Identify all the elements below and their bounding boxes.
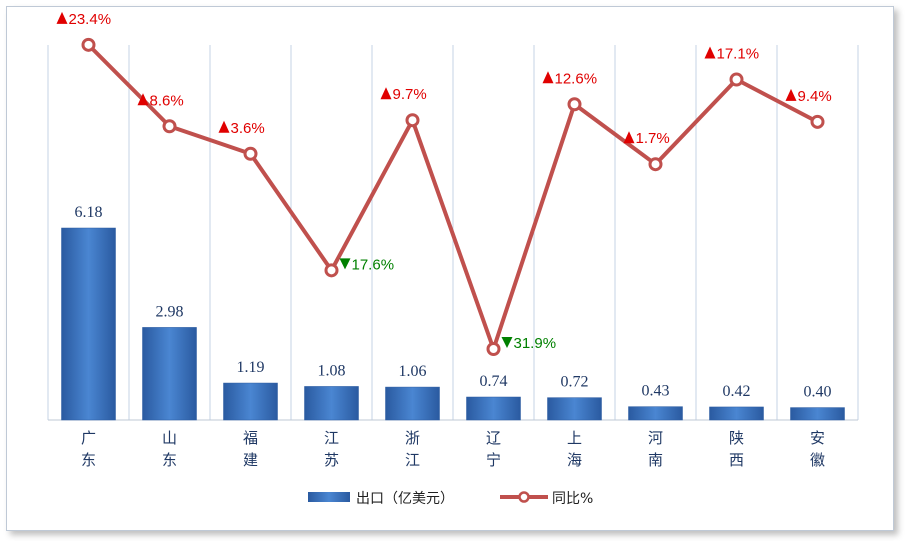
bar-value-label: 0.43 <box>642 383 670 400</box>
line-point-辽宁 <box>486 342 501 356</box>
pct-label: 12.6% <box>542 70 598 87</box>
category-label: 辽宁 <box>486 429 501 469</box>
up-triangle-icon <box>704 46 716 59</box>
pct-value: 17.1% <box>717 46 760 63</box>
pct-value: 8.6% <box>150 92 184 109</box>
line-series <box>81 37 825 356</box>
category-label: 安徽 <box>810 429 825 469</box>
line-point-上海 <box>567 97 582 112</box>
category-label: 江苏 <box>324 429 339 469</box>
bar-河南 <box>628 406 683 421</box>
pct-label: 3.6% <box>218 120 265 137</box>
line-point-福建 <box>243 146 258 161</box>
pct-label: 17.6% <box>339 256 395 273</box>
pct-label: 9.7% <box>380 86 427 103</box>
category-label: 上海 <box>567 429 582 469</box>
bars <box>61 227 845 421</box>
up-triangle-icon <box>542 71 554 84</box>
bar-value-label: 0.40 <box>804 384 832 401</box>
bar-上海 <box>547 397 602 421</box>
line-point-陕西 <box>729 72 744 87</box>
up-triangle-icon <box>56 11 68 24</box>
pct-label: 17.1% <box>704 46 760 63</box>
pct-value: 3.6% <box>231 120 265 137</box>
up-triangle-icon <box>218 120 230 133</box>
legend: 出口（亿美元） 同比% <box>308 491 593 507</box>
category-label: 广东 <box>81 429 96 469</box>
legend-line-label: 同比% <box>552 491 593 507</box>
pct-labels: 23.4% 8.6% 3.6% 17.6% 9.7% 31.9% 12.6% 1.7% 17.1… <box>56 11 832 352</box>
bar-浙江 <box>385 386 440 421</box>
line-path <box>87 43 819 351</box>
bar-福建 <box>223 382 278 421</box>
bar-value-label: 0.74 <box>480 373 508 390</box>
gridlines <box>47 45 859 420</box>
line-point-山东 <box>162 119 177 134</box>
bar-value-label: 1.08 <box>318 362 346 379</box>
pct-value: 17.6% <box>352 256 395 273</box>
bar-山东 <box>142 327 197 421</box>
category-label: 福建 <box>243 429 258 469</box>
bar-value-label: 1.19 <box>237 359 265 376</box>
chart-frame <box>6 6 894 531</box>
line-point-安徽 <box>810 114 825 129</box>
line-point-河南 <box>648 157 663 172</box>
pct-label: 23.4% <box>56 11 112 28</box>
pct-value: 12.6% <box>555 70 598 87</box>
bar-辽宁 <box>466 396 521 421</box>
category-label: 浙江 <box>405 429 420 469</box>
category-label: 山东 <box>162 429 177 469</box>
down-triangle-icon <box>501 337 513 348</box>
bar-value-label: 6.18 <box>75 204 103 221</box>
pct-label: 1.7% <box>623 130 670 147</box>
bar-陕西 <box>709 406 764 421</box>
line-point-广东 <box>81 37 96 52</box>
category-label: 河南 <box>648 429 663 469</box>
legend-bar-swatch <box>308 492 350 502</box>
pct-label: 9.4% <box>785 88 832 105</box>
bar-安徽 <box>790 407 845 421</box>
legend-line-marker <box>518 491 530 503</box>
bar-广东 <box>61 227 116 421</box>
pct-value: 9.4% <box>798 88 832 105</box>
bar-value-label: 0.72 <box>561 374 589 391</box>
up-triangle-icon <box>623 131 635 144</box>
legend-bar-label: 出口（亿美元） <box>356 491 454 507</box>
up-triangle-icon <box>380 87 392 100</box>
bar-labels: 6.18 2.98 1.19 1.08 1.06 0.74 0.72 0.43 0.42 0.40 <box>75 204 832 401</box>
pct-value: 31.9% <box>514 335 557 352</box>
bar-value-label: 2.98 <box>156 303 184 320</box>
category-label: 陕西 <box>729 429 744 469</box>
bar-value-label: 0.42 <box>723 383 751 400</box>
pct-label: 31.9% <box>501 335 557 352</box>
bar-value-label: 1.06 <box>399 363 427 380</box>
line-point-江苏 <box>324 263 339 278</box>
up-triangle-icon <box>785 88 797 101</box>
down-triangle-icon <box>339 258 351 270</box>
category-labels: 广东 山东 福建 江苏 浙江 辽宁 上海 河南 陕西 安徽 <box>81 429 825 469</box>
pct-label: 8.6% <box>137 92 184 109</box>
pct-value: 23.4% <box>69 11 112 28</box>
bar-江苏 <box>304 386 359 421</box>
up-triangle-icon <box>137 93 149 106</box>
pct-value: 1.7% <box>636 130 670 147</box>
line-point-浙江 <box>405 113 420 128</box>
pct-value: 9.7% <box>393 86 427 103</box>
